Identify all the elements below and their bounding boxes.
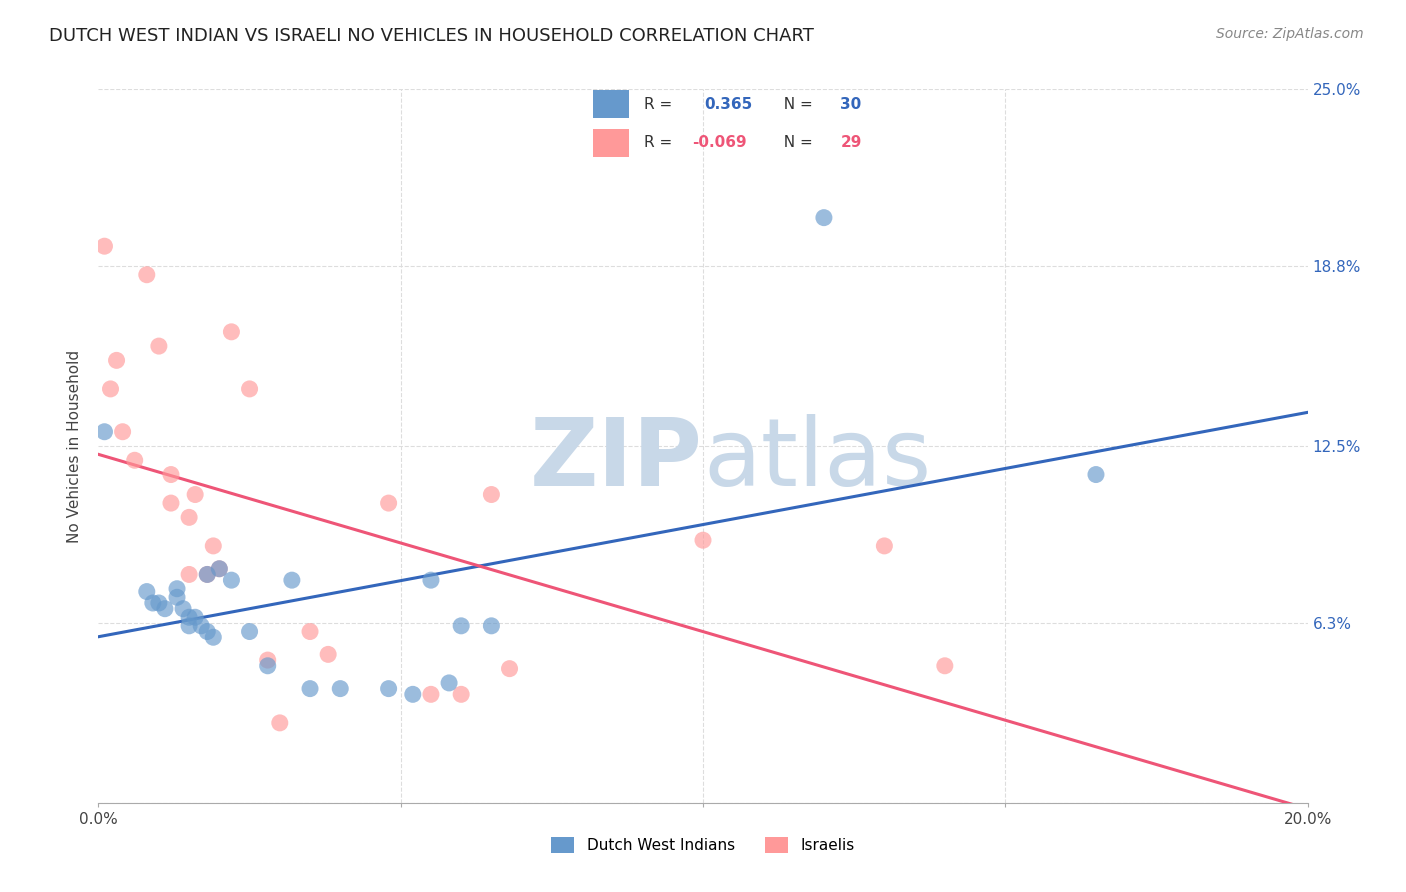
Point [160,496,183,510]
Point [377,496,399,510]
Point [377,681,399,696]
Point [93,425,115,439]
Point [208,562,231,576]
Point [195,567,218,582]
Point [269,715,291,730]
Point [172,601,194,615]
Point [239,382,262,396]
Point [135,584,157,599]
Text: 0.365: 0.365 [704,96,752,112]
Point [873,539,896,553]
Point [256,658,278,673]
Point [105,353,128,368]
Point [179,619,201,633]
Text: 30: 30 [841,96,862,112]
FancyBboxPatch shape [592,129,628,157]
Point [221,573,243,587]
Point [135,268,157,282]
Point [402,687,425,701]
Point [179,567,201,582]
Point [208,562,231,576]
Point [316,648,339,662]
Point [221,325,243,339]
FancyBboxPatch shape [592,90,628,118]
Point [179,610,201,624]
Text: ZIP: ZIP [530,414,703,507]
Point [160,467,183,482]
Text: 29: 29 [841,136,862,151]
Point [813,211,835,225]
Text: -0.069: -0.069 [692,136,747,151]
Point [450,687,472,701]
Point [692,533,714,548]
Point [281,573,304,587]
Point [179,510,201,524]
Point [142,596,165,610]
Point [202,539,225,553]
Point [934,658,956,673]
Point [184,487,207,501]
Point [437,676,460,690]
Point [299,624,322,639]
Point [195,567,218,582]
Point [166,582,188,596]
Point [299,681,322,696]
Point [190,619,212,633]
Point [239,624,262,639]
Point [498,662,520,676]
Text: R =: R = [644,96,682,112]
Point [184,610,207,624]
Point [124,453,146,467]
Point [202,630,225,644]
Point [148,339,170,353]
Y-axis label: No Vehicles in Household: No Vehicles in Household [67,350,83,542]
Text: DUTCH WEST INDIAN VS ISRAELI NO VEHICLES IN HOUSEHOLD CORRELATION CHART: DUTCH WEST INDIAN VS ISRAELI NO VEHICLES… [49,27,814,45]
Text: N =: N = [773,96,817,112]
Point [166,591,188,605]
Text: atlas: atlas [703,414,931,507]
Point [195,624,218,639]
Point [111,425,134,439]
Text: R =: R = [644,136,678,151]
Point [93,239,115,253]
Point [450,619,472,633]
Point [329,681,352,696]
Point [153,601,176,615]
Point [420,687,443,701]
Point [481,619,503,633]
Point [481,487,503,501]
Point [148,596,170,610]
Point [1085,467,1108,482]
Text: Source: ZipAtlas.com: Source: ZipAtlas.com [1216,27,1364,41]
Legend: Dutch West Indians, Israelis: Dutch West Indians, Israelis [546,831,860,859]
Point [420,573,443,587]
Text: N =: N = [773,136,817,151]
Point [256,653,278,667]
Point [100,382,122,396]
